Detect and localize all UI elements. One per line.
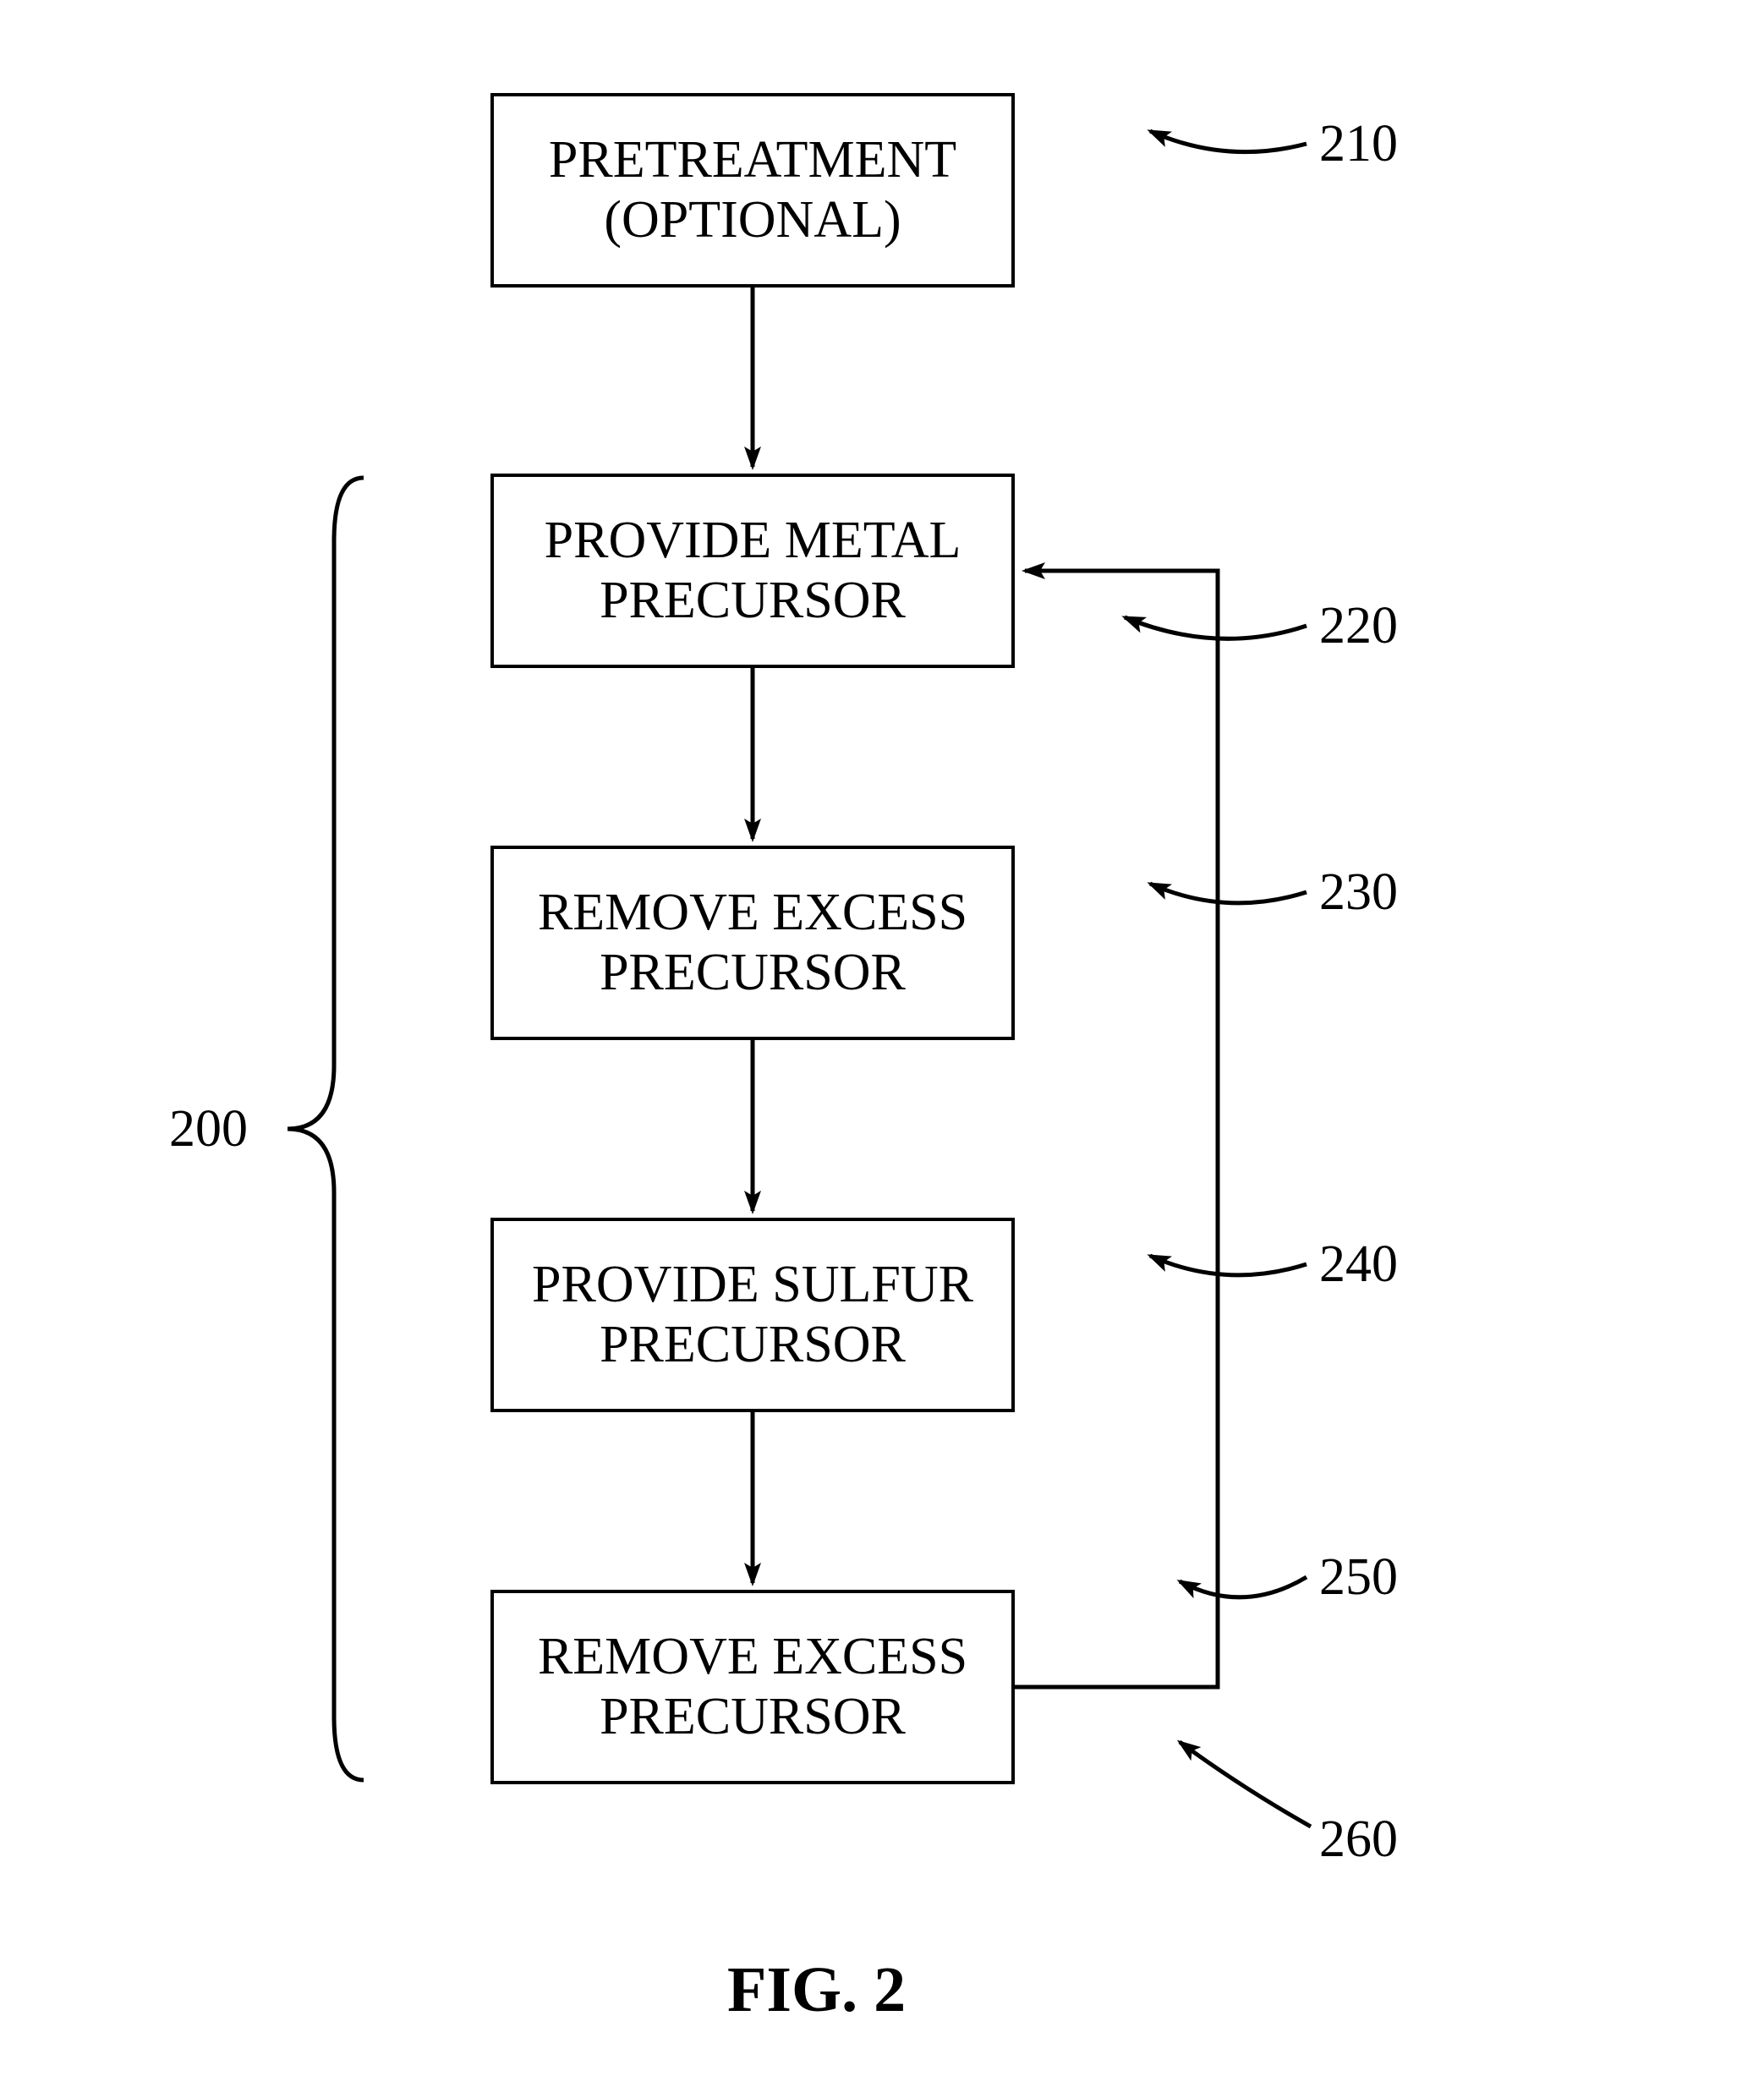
t: REMOVE EXCESS: [538, 884, 967, 941]
t: (OPTIONAL): [604, 191, 901, 249]
brace-200: [288, 478, 364, 1780]
leader-240: [1150, 1256, 1307, 1275]
figure-title: FIG. 2: [727, 1953, 906, 2027]
t: PRECURSOR: [600, 1688, 906, 1745]
box-remove-excess-2: REMOVE EXCESSPRECURSOR: [490, 1590, 1015, 1784]
leader-210: [1150, 131, 1307, 152]
box-provide-metal-text: PROVIDE METALPRECURSOR: [545, 511, 961, 632]
label-200: 200: [169, 1099, 248, 1159]
t: PROVIDE SULFUR: [532, 1256, 973, 1313]
box-remove-excess-1-text: REMOVE EXCESSPRECURSOR: [538, 883, 967, 1004]
feedback-loop-260: [1015, 571, 1218, 1687]
t: PRECURSOR: [600, 944, 906, 1001]
box-remove-excess-2-text: REMOVE EXCESSPRECURSOR: [538, 1627, 967, 1748]
box-pretreatment-text: PRETREATMENT(OPTIONAL): [549, 130, 956, 251]
label-230: 230: [1319, 863, 1398, 923]
label-240: 240: [1319, 1235, 1398, 1295]
leader-220: [1125, 617, 1307, 638]
box-provide-sulfur-text: PROVIDE SULFURPRECURSOR: [532, 1255, 973, 1376]
t: PRETREATMENT: [549, 131, 956, 189]
box-provide-metal-precursor: PROVIDE METALPRECURSOR: [490, 474, 1015, 668]
label-250: 250: [1319, 1547, 1398, 1608]
t: PRECURSOR: [600, 572, 906, 629]
leader-230: [1150, 884, 1307, 903]
label-220: 220: [1319, 596, 1398, 656]
t: REMOVE EXCESS: [538, 1628, 967, 1685]
box-pretreatment: PRETREATMENT(OPTIONAL): [490, 93, 1015, 288]
leader-arrows: [1125, 131, 1311, 1827]
box-remove-excess-1: REMOVE EXCESSPRECURSOR: [490, 846, 1015, 1040]
t: PROVIDE METAL: [545, 512, 961, 569]
leader-250: [1180, 1577, 1307, 1597]
t: PRECURSOR: [600, 1316, 906, 1373]
leader-260: [1180, 1742, 1311, 1827]
label-210: 210: [1319, 114, 1398, 174]
box-provide-sulfur-precursor: PROVIDE SULFURPRECURSOR: [490, 1218, 1015, 1412]
label-260: 260: [1319, 1810, 1398, 1870]
